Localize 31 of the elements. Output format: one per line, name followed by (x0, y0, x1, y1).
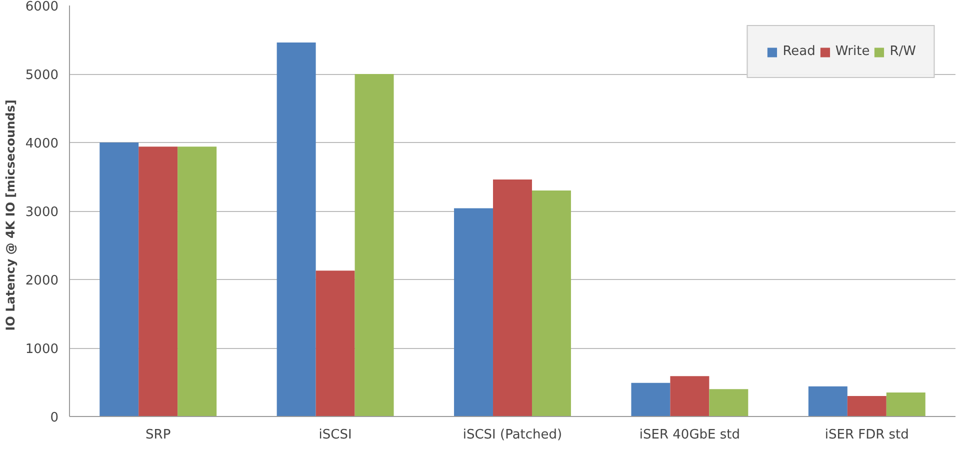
y-tick-label: 0 (50, 410, 59, 426)
x-tick-label: iSER 40GbE std (639, 428, 740, 442)
bar (670, 376, 710, 416)
bar (631, 382, 670, 416)
bar (354, 74, 394, 416)
bar (454, 208, 494, 416)
y-axis-title: IO Latency @ 4K IO [micsecounds] (3, 100, 18, 331)
bar (178, 146, 217, 416)
x-tick-label: iSCSI (Patched) (462, 428, 562, 442)
y-tick-label: 3000 (25, 205, 59, 220)
bar (316, 270, 355, 416)
bar (100, 142, 139, 416)
y-tick-label: 4000 (25, 136, 59, 152)
x-tick-label: iSCSI (318, 428, 352, 442)
bar (276, 42, 316, 416)
x-tick-label: iSER FDR std (824, 428, 909, 442)
y-tick-label: 2000 (25, 274, 59, 288)
bar (138, 146, 178, 416)
y-tick-label: 5000 (25, 68, 59, 83)
legend-label: Write (835, 44, 870, 59)
bar (886, 392, 926, 416)
bar (808, 386, 848, 416)
y-tick-label: 6000 (25, 0, 59, 14)
bar (532, 190, 571, 416)
legend-label: Read (782, 44, 816, 59)
legend-label: R/W (890, 44, 916, 59)
y-tick-label: 1000 (25, 342, 59, 357)
bar (493, 179, 532, 416)
x-tick-label: SRP (146, 428, 171, 442)
bar (709, 389, 748, 416)
bar (847, 396, 886, 416)
